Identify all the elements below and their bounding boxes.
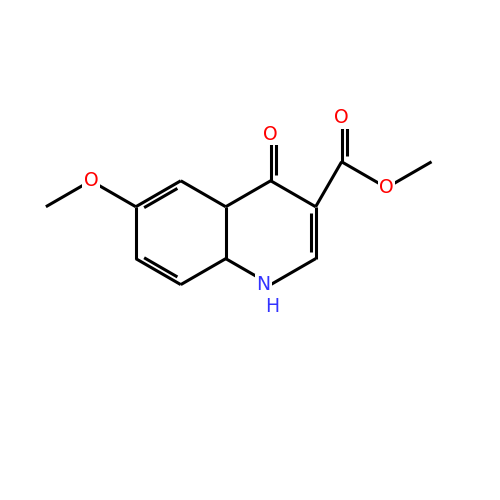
- Text: O: O: [334, 108, 349, 127]
- Text: N: N: [256, 275, 270, 294]
- Text: H: H: [264, 298, 279, 316]
- Text: O: O: [264, 124, 278, 144]
- Text: O: O: [380, 178, 394, 197]
- Text: O: O: [84, 172, 98, 190]
